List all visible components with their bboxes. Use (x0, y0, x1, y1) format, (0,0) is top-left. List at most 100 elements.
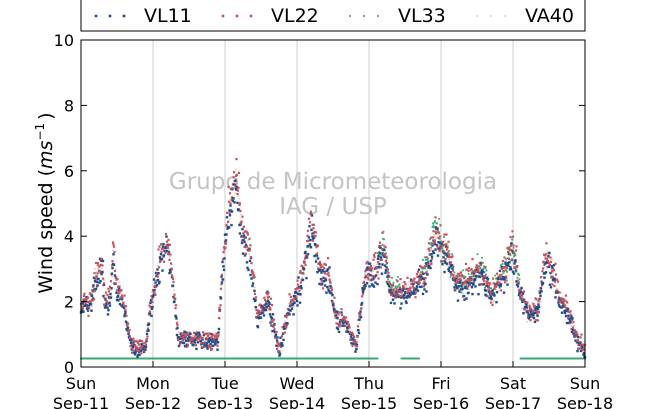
x-tick-day-label: Fri (431, 374, 450, 393)
point-vl22 (485, 282, 489, 286)
point-va40 (214, 345, 216, 347)
point-vl11 (189, 332, 192, 336)
point-vl22 (228, 192, 232, 195)
point-vl11 (318, 269, 322, 272)
point-vl11 (295, 299, 299, 303)
point-vl22 (365, 262, 368, 265)
point-vl33 (508, 249, 511, 252)
point-va40 (522, 296, 524, 298)
point-vl22 (202, 341, 206, 344)
point-vl22 (157, 248, 160, 251)
point-vl11 (328, 266, 331, 269)
point-vl11 (267, 304, 270, 307)
point-vl22 (190, 339, 193, 342)
point-va40 (364, 273, 366, 275)
point-vl22 (429, 236, 433, 239)
point-vl11 (570, 315, 573, 318)
point-vl11 (313, 254, 316, 258)
point-vl22 (462, 283, 465, 286)
point-vl22 (324, 277, 327, 280)
point-vl22 (405, 295, 408, 298)
y-axis-label-unit: ms (35, 140, 57, 169)
point-vl11 (158, 256, 162, 259)
point-vl22 (502, 266, 505, 269)
point-vl22 (454, 281, 458, 285)
point-vl11 (431, 244, 434, 247)
point-va40 (230, 200, 232, 202)
point-vl11 (208, 338, 212, 342)
point-vl33 (467, 272, 470, 275)
x-tick-date-label: Sep-14 (269, 394, 325, 409)
point-vl22 (257, 314, 260, 317)
point-vl22 (259, 311, 262, 315)
point-vl22 (570, 318, 574, 322)
point-vl11 (107, 309, 110, 312)
point-vl33 (467, 285, 469, 287)
point-vl22 (275, 330, 278, 334)
point-va40 (254, 287, 256, 289)
point-vl11 (184, 339, 188, 342)
point-vl22 (121, 296, 124, 299)
point-vl11 (368, 262, 372, 265)
point-vl22 (386, 280, 389, 283)
point-vl22 (509, 235, 512, 239)
point-vl11 (223, 233, 227, 236)
point-vl22 (210, 348, 214, 351)
point-vl11 (506, 261, 510, 265)
point-vl22 (85, 298, 88, 301)
point-vl22 (370, 267, 374, 270)
point-vl22 (438, 235, 442, 238)
point-vl33 (387, 278, 389, 281)
point-va40 (258, 313, 260, 315)
point-vl22 (158, 245, 161, 248)
point-va40 (515, 272, 517, 274)
point-vl22 (489, 291, 492, 294)
point-vl11 (460, 284, 463, 288)
point-vl22 (139, 352, 143, 355)
point-vl11 (152, 278, 156, 281)
point-vl33 (505, 269, 508, 272)
point-va40 (91, 305, 93, 307)
point-vl22 (136, 340, 139, 343)
point-vl11 (550, 265, 554, 268)
point-vl22 (292, 298, 295, 301)
point-vl33 (395, 279, 398, 281)
point-vl22 (344, 324, 347, 328)
point-vl22 (507, 257, 511, 261)
point-vl22 (447, 240, 450, 243)
point-vl11 (165, 249, 169, 253)
point-vl22 (451, 269, 455, 272)
point-vl11 (240, 235, 243, 238)
point-vl11 (473, 278, 477, 281)
point-vl22 (367, 273, 371, 276)
point-va40 (540, 301, 542, 303)
point-va40 (501, 273, 503, 275)
point-vl22 (273, 328, 276, 331)
point-vl33 (391, 277, 393, 279)
point-va40 (526, 321, 528, 323)
point-vl22 (305, 239, 309, 242)
point-vl22 (555, 278, 559, 281)
point-va40 (531, 302, 533, 304)
legend-box (80, 0, 586, 32)
point-vl11 (288, 313, 291, 316)
point-vl22 (385, 262, 389, 265)
point-vl33 (398, 283, 401, 286)
point-vl11 (455, 277, 458, 280)
point-vl22 (550, 275, 553, 278)
point-vl11 (522, 312, 525, 315)
point-vl11 (388, 290, 392, 293)
point-vl22 (453, 277, 456, 280)
point-vl11 (376, 282, 379, 286)
point-vl22 (467, 267, 471, 270)
point-vl22 (250, 269, 254, 272)
point-vl22 (376, 271, 379, 274)
point-vl11 (234, 179, 237, 182)
point-vl11 (310, 228, 313, 232)
point-vl11 (164, 246, 168, 249)
point-vl22 (499, 289, 503, 292)
point-vl11 (307, 236, 311, 239)
point-vl22 (483, 275, 487, 278)
point-vl33 (421, 270, 424, 273)
point-vl22 (428, 249, 431, 252)
